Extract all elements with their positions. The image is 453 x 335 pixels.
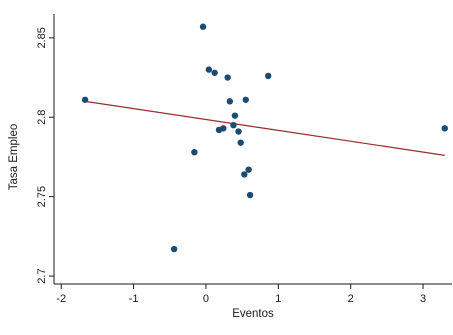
data-point: [226, 98, 234, 105]
data-point: [199, 23, 207, 30]
y-axis-label: Tasa Empleo: [8, 124, 20, 190]
x-tick-label: 1: [275, 293, 281, 305]
x-tick-label: 0: [203, 293, 209, 305]
data-point: [224, 74, 231, 81]
data-point: [231, 112, 239, 119]
data-point: [211, 69, 218, 76]
data-point: [264, 72, 272, 80]
data-point: [441, 125, 448, 132]
data-point: [81, 96, 89, 103]
data-points: [81, 23, 448, 253]
x-tick-label: -2: [56, 293, 66, 305]
fit-line-group: [85, 100, 445, 156]
data-point: [246, 191, 254, 199]
fit-line: [85, 100, 445, 156]
y-tick-label: 2.85: [36, 27, 48, 48]
y-tick-label: 2.8: [36, 110, 48, 125]
y-ticks: 2.7 2.75 2.8 2.85: [36, 27, 54, 284]
data-point: [205, 66, 213, 73]
axes: [53, 14, 452, 285]
data-point: [230, 121, 237, 129]
y-tick-label: 2.75: [36, 186, 48, 207]
x-tick-label: -1: [129, 293, 139, 305]
x-axis-label: Eventos: [232, 308, 274, 320]
data-point: [220, 125, 227, 132]
x-tick-label: 2: [348, 293, 354, 305]
x-tick-label: 3: [420, 293, 426, 305]
data-point: [170, 245, 178, 253]
data-point: [237, 139, 244, 146]
x-ticks: -2 -1 0 1 2 3: [56, 284, 426, 305]
data-point: [245, 166, 252, 173]
y-tick-label: 2.7: [36, 268, 48, 283]
data-point: [191, 148, 198, 156]
data-point: [241, 171, 248, 178]
data-point: [235, 128, 242, 135]
data-point: [242, 96, 249, 103]
